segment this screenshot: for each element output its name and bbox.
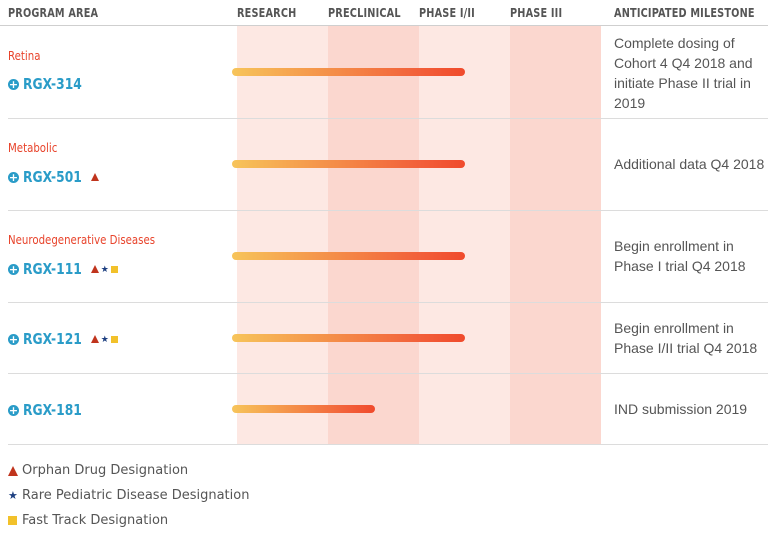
header-milestone: ANTICIPATED MILESTONE — [614, 6, 755, 20]
orphan-drug-triangle-icon — [90, 265, 99, 273]
legend-rare-pediatric: ★ Rare Pediatric Disease Designation — [8, 488, 249, 503]
header-phase-3: PHASE III — [510, 6, 563, 20]
milestone-rgx-121: Begin enrollment in Phase I/II trial Q4 … — [614, 320, 758, 356]
expand-plus-icon[interactable]: + — [8, 403, 19, 417]
rare-pediatric-star-icon: ★ — [100, 333, 109, 344]
program-rgx-121[interactable]: + RGX-121 ★ — [8, 330, 118, 348]
expand-plus-icon[interactable]: + — [8, 77, 19, 91]
progress-bar-rgx-181 — [232, 405, 375, 413]
program-area-label: Retina — [8, 49, 41, 63]
expand-plus-icon[interactable]: + — [8, 262, 19, 276]
header-program-area: PROGRAM AREA — [8, 6, 99, 20]
program-name[interactable]: RGX-501 — [23, 168, 82, 186]
research-column-bg — [237, 26, 328, 445]
orphan-drug-triangle-icon — [8, 465, 18, 476]
orphan-drug-triangle-icon — [90, 335, 99, 343]
pipeline-row-rgx-121: + RGX-121 ★ — [8, 303, 768, 374]
phase-3-column-bg — [510, 26, 601, 445]
legend-label: Rare Pediatric Disease Designation — [22, 488, 250, 503]
header-research: RESEARCH — [237, 6, 297, 20]
progress-bar-rgx-121 — [232, 334, 465, 342]
progress-bar-rgx-314 — [232, 68, 465, 76]
program-area-label: Neurodegenerative Diseases — [8, 233, 156, 247]
program-rgx-314[interactable]: + RGX-314 — [8, 75, 95, 93]
progress-bar-rgx-501 — [232, 160, 465, 168]
program-rgx-501[interactable]: + RGX-501 — [8, 168, 99, 186]
program-rgx-111[interactable]: + RGX-111 ★ — [8, 260, 118, 278]
fast-track-square-icon — [110, 335, 118, 343]
expand-plus-icon[interactable]: + — [8, 170, 19, 184]
legend-fast-track: Fast Track Designation — [8, 513, 168, 528]
program-name[interactable]: RGX-111 — [23, 260, 82, 278]
header-preclinical: PRECLINICAL — [328, 6, 401, 20]
progress-bar-rgx-111 — [232, 252, 465, 260]
program-rgx-181[interactable]: + RGX-181 — [8, 401, 95, 419]
milestone-rgx-501: Additional data Q4 2018 — [614, 156, 765, 172]
pipeline-header: PROGRAM AREA RESEARCH PRECLINICAL PHASE … — [0, 0, 768, 26]
legend-orphan-drug: Orphan Drug Designation — [8, 463, 188, 478]
milestone-rgx-314: Complete dosing of Cohort 4 Q4 2018 and … — [614, 35, 753, 111]
pipeline-row-rgx-501: Metabolic + RGX-501 — [8, 119, 768, 211]
legend-label: Fast Track Designation — [22, 513, 169, 528]
program-area-label: Metabolic — [8, 141, 58, 155]
milestone-rgx-111: Begin enrollment in Phase I trial Q4 201… — [614, 238, 746, 274]
legend-label: Orphan Drug Designation — [22, 463, 189, 478]
program-name[interactable]: RGX-314 — [23, 75, 82, 93]
fast-track-square-icon — [110, 265, 118, 273]
header-phase-1-2: PHASE I/II — [419, 6, 475, 20]
rare-pediatric-star-icon: ★ — [8, 489, 18, 502]
designation-badges: ★ — [90, 263, 118, 274]
preclinical-column-bg — [328, 26, 419, 445]
pipeline-row-rgx-314: Retina + RGX-314 — [8, 26, 768, 119]
expand-plus-icon[interactable]: + — [8, 332, 19, 346]
pipeline-row-rgx-181: + RGX-181 — [8, 374, 768, 445]
milestone-rgx-181: IND submission 2019 — [614, 401, 748, 417]
orphan-drug-triangle-icon — [90, 173, 99, 181]
rare-pediatric-star-icon: ★ — [100, 263, 109, 274]
designation-badges: ★ — [90, 333, 118, 344]
designation-badges — [90, 173, 99, 181]
fast-track-square-icon — [8, 516, 17, 525]
program-name[interactable]: RGX-181 — [23, 401, 82, 419]
pipeline-row-rgx-111: Neurodegenerative Diseases + RGX-111 ★ — [8, 211, 768, 303]
program-name[interactable]: RGX-121 — [23, 330, 82, 348]
phase-1-2-column-bg — [419, 26, 510, 445]
